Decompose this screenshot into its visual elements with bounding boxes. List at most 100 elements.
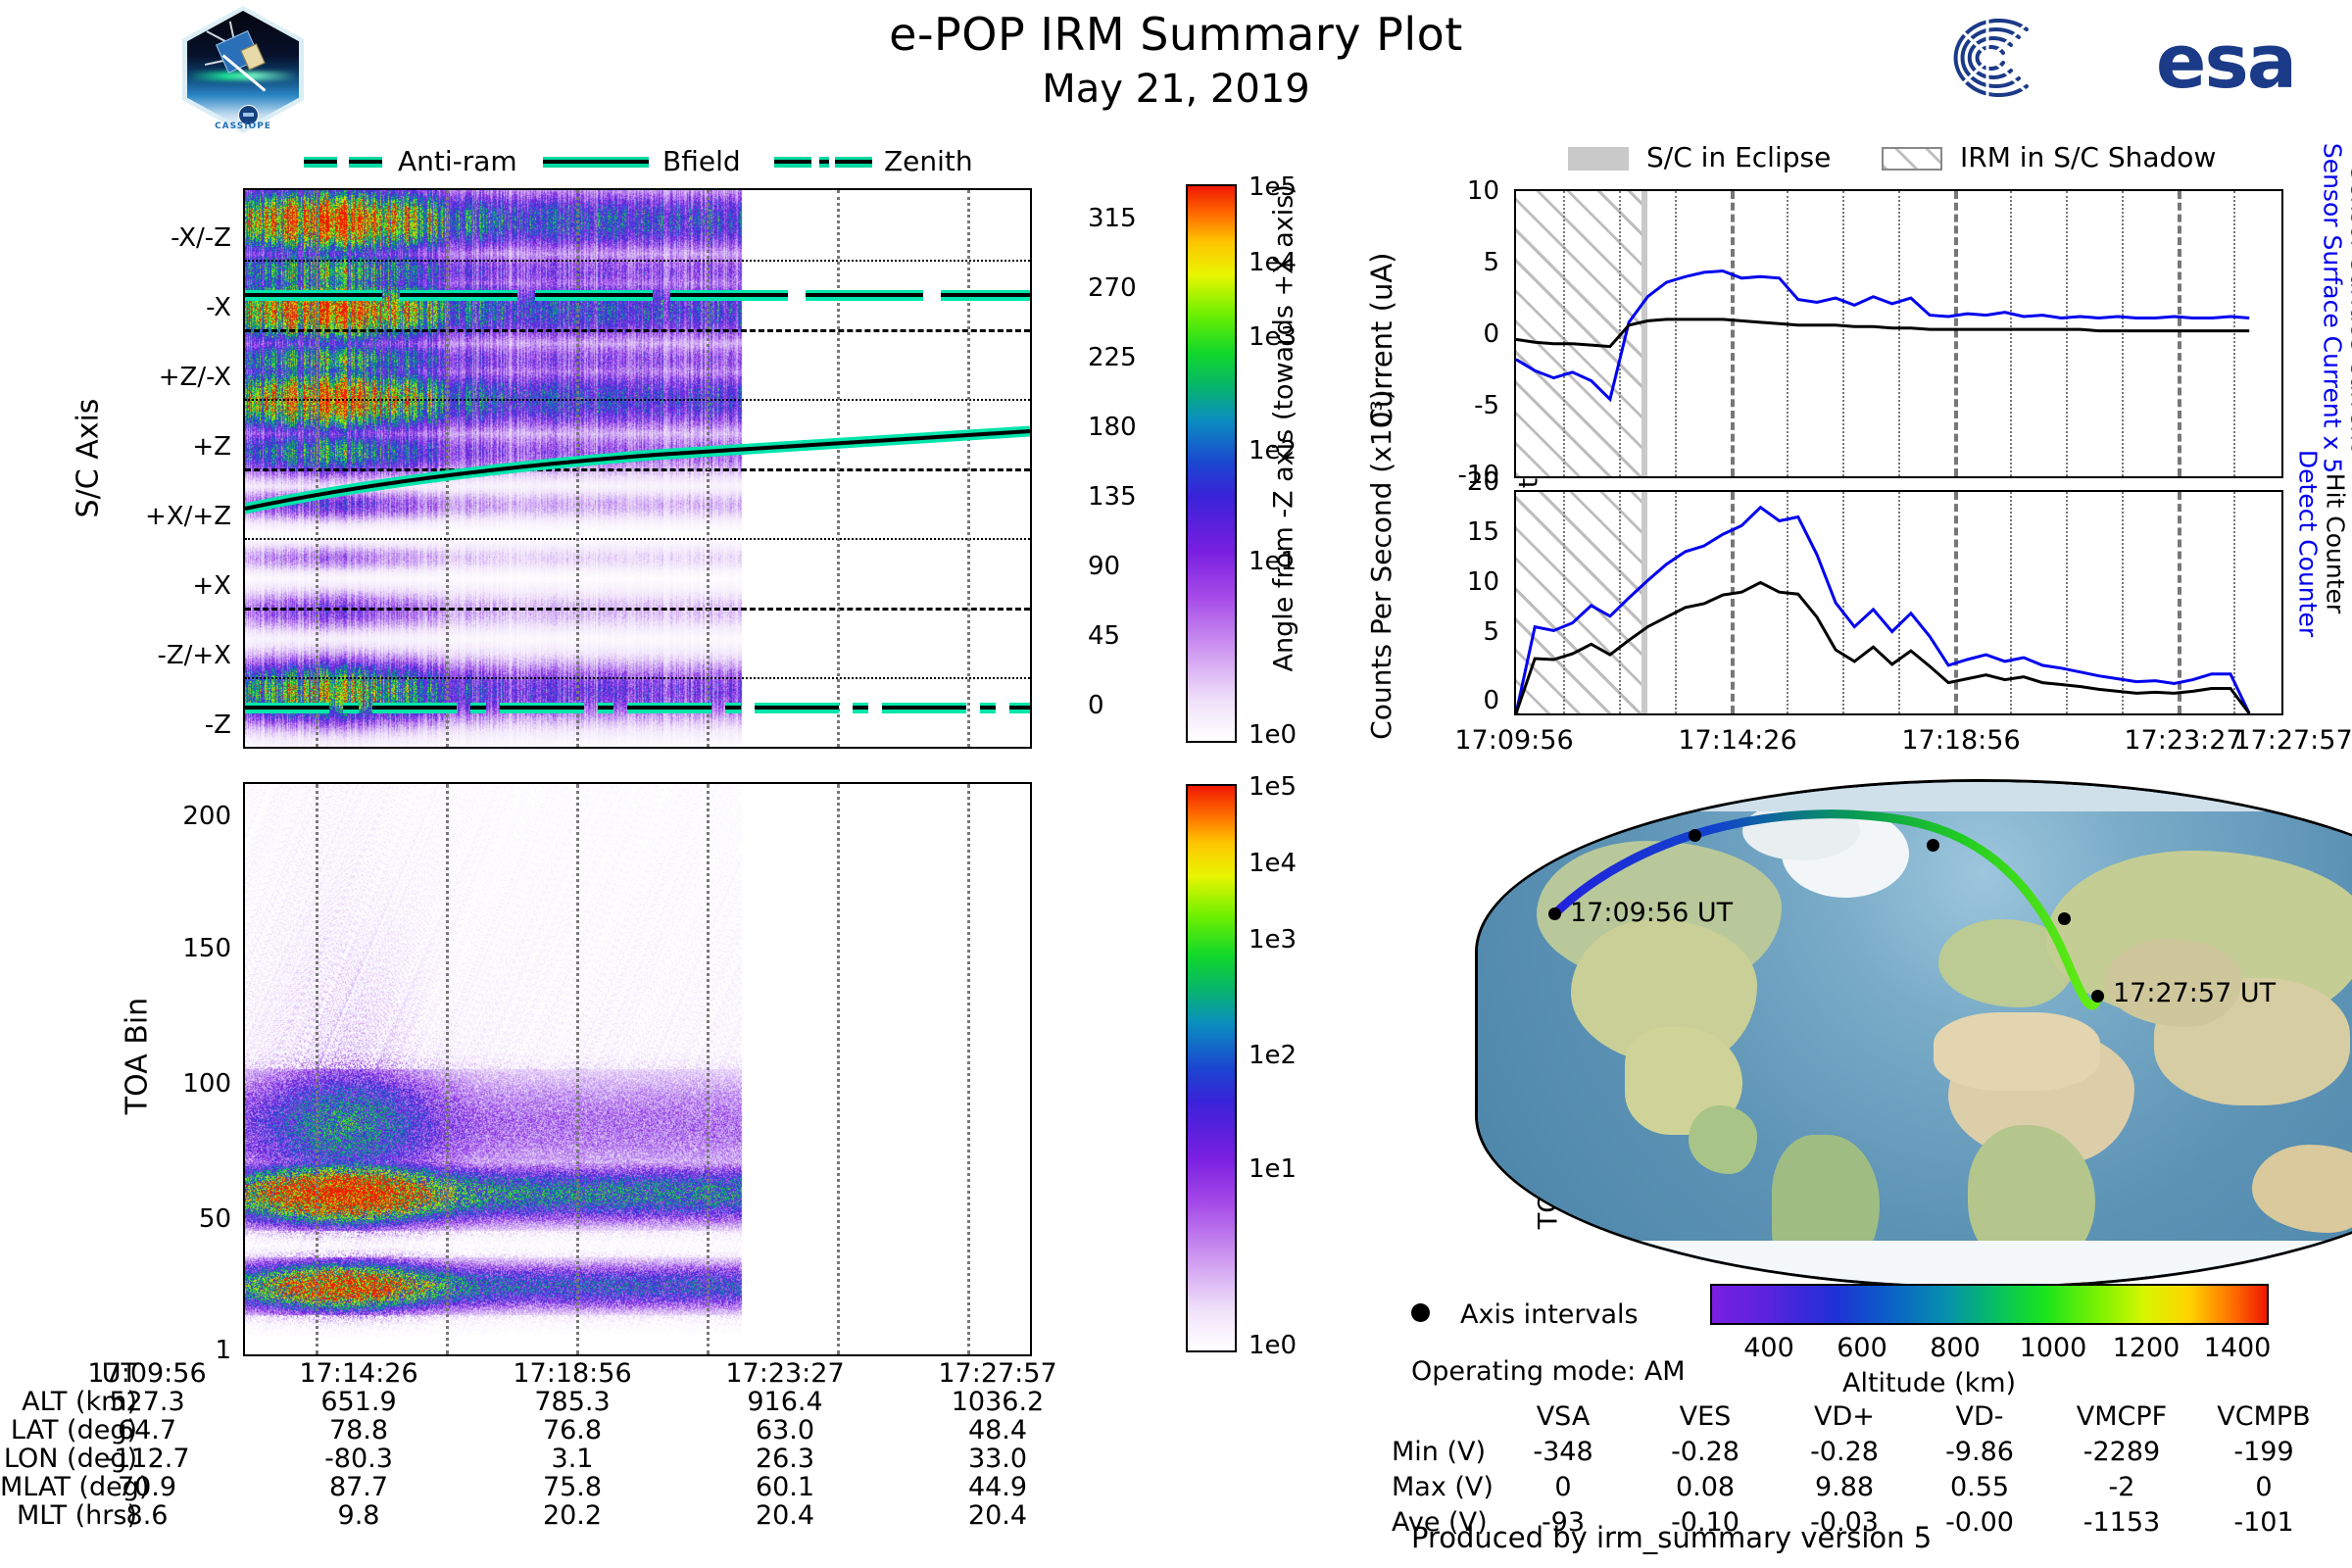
tof-counts-colorbar [1186, 784, 1237, 1352]
ephem-cell: -112.7 [104, 1444, 190, 1474]
ephem-row-label: MLT (hrs) [16, 1500, 137, 1531]
orbit-ground-track-map: 17:09:56 UT 17:27:57 UT [1475, 779, 2352, 1289]
cnt-ytick-3: 5 [1483, 617, 1499, 647]
toa-ylabel: TOA Bin [120, 997, 155, 1115]
pixel-counts-colorbar [1186, 184, 1237, 743]
ephem-cell: 17:09:56 [87, 1358, 207, 1389]
esa-swirl-icon [1953, 19, 2029, 97]
sc-ytick-right-7: 0 [1088, 691, 1104, 720]
ephem-cell: 3.1 [551, 1444, 594, 1474]
track-dot-end [2091, 990, 2104, 1003]
legend-label-zenith: Zenith [884, 145, 973, 177]
voltage-cell: -348 [1533, 1437, 1593, 1467]
ephem-row-label: LON (deg) [3, 1444, 137, 1474]
voltage-cell: -2 [2108, 1472, 2135, 1502]
ephem-cell: 70.9 [117, 1472, 177, 1502]
ephem-row-label: UT [101, 1358, 137, 1389]
track-dot-3 [2058, 912, 2071, 925]
orbit-track [1550, 809, 2102, 1010]
voltage-cell: 0.08 [1675, 1472, 1736, 1502]
toa-ytick-3: 50 [198, 1204, 231, 1234]
track-dot-2 [1927, 839, 1939, 852]
alt-tick-1: 600 [1837, 1333, 1887, 1363]
ephem-cell: 64.7 [117, 1415, 177, 1446]
sc-ytick-right-6: 45 [1088, 621, 1121, 651]
toa-ytick-4: 1 [215, 1336, 231, 1365]
sc-ytick-right-4: 135 [1088, 482, 1137, 512]
ephem-cell: 76.8 [542, 1415, 603, 1446]
ephem-cell: 78.8 [328, 1415, 389, 1446]
ephem-cell: 33.0 [967, 1444, 1028, 1474]
cur-ytick-3: -5 [1474, 391, 1499, 420]
sc-ytick-right-0: 315 [1088, 204, 1137, 233]
sc-ytick-0: -X/-Z [171, 223, 231, 253]
ephem-cell: 527.3 [109, 1387, 185, 1417]
voltage-cell: -93 [1541, 1507, 1586, 1538]
cnt-xtick-3: 17:23:27 [2124, 725, 2243, 756]
voltage-row-label: Ave (V) [1392, 1507, 1488, 1538]
cb1-tick-5: 1e0 [1249, 720, 1298, 750]
ephem-cell: 785.3 [534, 1387, 611, 1417]
ephem-cell: 8.6 [125, 1500, 169, 1531]
current-panel [1514, 189, 2283, 478]
altitude-colorbar [1710, 1284, 2269, 1325]
toa-ytick-1: 150 [182, 934, 231, 963]
ephem-cell: 87.7 [328, 1472, 389, 1502]
voltage-col-header: VES [1679, 1401, 1732, 1432]
sc-eclipse-region-2 [1642, 492, 1647, 713]
track-dot-1 [1689, 829, 1701, 842]
cb2-tick-3: 1e2 [1249, 1041, 1298, 1070]
track-dot-start [1548, 907, 1561, 920]
map-start-label: 17:09:56 UT [1570, 898, 1734, 928]
voltage-col-header: VSA [1536, 1401, 1591, 1432]
sc-ytick-6: -Z/+X [157, 641, 231, 670]
sc-ytick-right-3: 180 [1088, 413, 1137, 442]
series-hit-counter [1516, 582, 2249, 713]
sc-ytick-right-5: 90 [1088, 552, 1121, 581]
cassiope-mission-badge-icon: CASSIOPE [182, 6, 304, 133]
ephem-cell: 44.9 [967, 1472, 1028, 1502]
legend-swatch-zenith-dash [774, 157, 811, 168]
cnt-ytick-4: 0 [1483, 686, 1499, 715]
ephem-cell: 26.3 [755, 1444, 815, 1474]
legend-label-irm-shadow: IRM in S/C Shadow [1960, 141, 2217, 173]
cb1-tick-2: 1e3 [1249, 322, 1298, 352]
axis-interval-dot-icon [1411, 1303, 1441, 1333]
voltage-cell: 0 [1554, 1472, 1572, 1502]
badge-text: CASSIOPE [215, 122, 271, 131]
ephem-cell: 9.8 [337, 1500, 380, 1531]
sc-axis-legend: Anti-ram Bfield Zenith [294, 145, 973, 180]
shadow-legend: S/C in Eclipse IRM in S/C Shadow [1568, 141, 2313, 180]
cnt-ytick-2: 10 [1466, 567, 1499, 597]
cb2-tick-5: 1e0 [1249, 1331, 1298, 1360]
ephem-cell: 48.4 [967, 1415, 1028, 1446]
toa-bin-heatmap-canvas [245, 784, 1030, 1354]
legend-swatch-zenith-dot [819, 157, 829, 168]
ephem-cell: 60.1 [755, 1472, 815, 1502]
sc-axis-spectrogram-panel [243, 188, 1032, 749]
sc-ytick-7: -Z [204, 710, 231, 740]
alt-tick-0: 400 [1743, 1333, 1794, 1363]
voltage-cell: -0.03 [1810, 1507, 1879, 1538]
voltage-cell: -0.00 [1945, 1507, 2014, 1538]
legend-swatch-bfield [543, 157, 649, 168]
voltage-row-label: Max (V) [1392, 1472, 1494, 1502]
ephem-cell: 17:23:27 [725, 1358, 845, 1389]
sc-ytick-5: +X [192, 571, 231, 601]
ephem-cell: 1036.2 [951, 1387, 1045, 1417]
cnt-xtick-1: 17:14:26 [1678, 725, 1797, 756]
page-subtitle-date: May 21, 2019 [1042, 67, 1310, 112]
ephem-cell: 20.2 [542, 1500, 603, 1531]
sc-ytick-right-2: 225 [1088, 343, 1137, 372]
cb1-tick-3: 1e2 [1249, 436, 1298, 466]
toa-ytick-2: 100 [182, 1069, 231, 1099]
voltage-row-label: Min (V) [1392, 1437, 1487, 1467]
series-detect-counter [1516, 508, 2249, 713]
legend-swatch-eclipse [1568, 147, 1629, 171]
voltage-col-header: VCMPB [2217, 1401, 2311, 1432]
cnt-xtick-0: 17:09:56 [1454, 725, 1574, 756]
legend-swatch-irm-shadow [1882, 147, 1942, 171]
voltage-cell: -199 [2233, 1437, 2294, 1467]
sc-ytick-2: +Z/-X [158, 363, 231, 392]
voltage-cell: -1153 [2082, 1507, 2161, 1538]
